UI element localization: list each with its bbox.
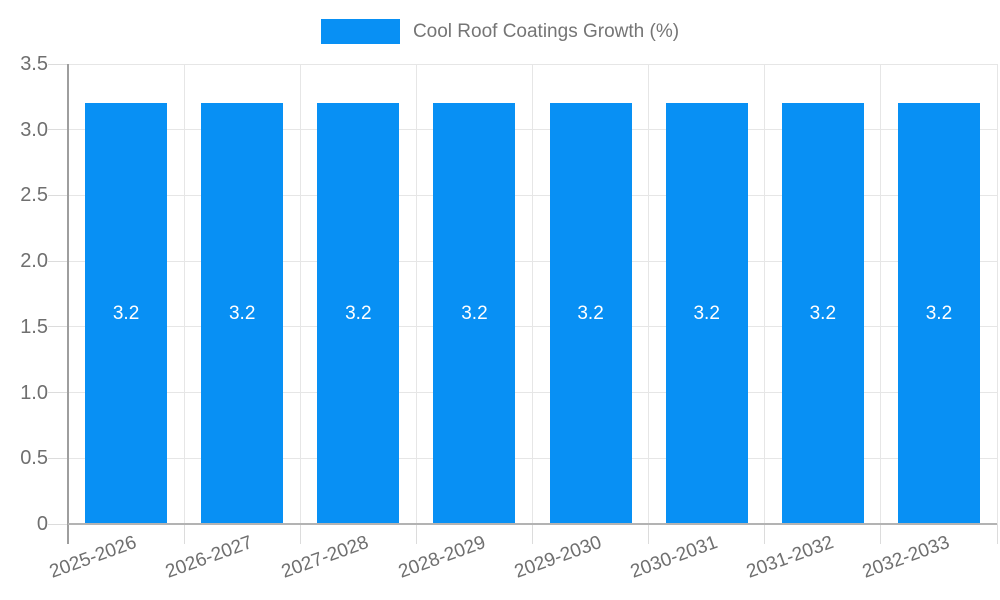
x-tick-label: 2026-2027 [163,531,256,583]
x-gridline [532,64,533,524]
x-tick-mark [532,524,533,544]
chart-legend[interactable]: Cool Roof Coatings Growth (%) [0,19,1000,44]
y-tick-mark [48,392,68,394]
y-tick-mark [48,260,68,262]
y-tick-label: 0 [36,513,48,535]
bar[interactable] [85,103,168,524]
bar[interactable] [897,103,980,524]
y-tick-mark [48,523,68,525]
x-tick-label: 2028-2029 [395,531,488,583]
y-tick-label: 3.5 [20,53,48,75]
x-gridline [299,64,301,524]
legend-label: Cool Roof Coatings Growth (%) [412,21,680,42]
legend-color-swatch [320,19,400,44]
x-tick-label: 2029-2030 [511,531,605,583]
x-tick-label: 2032-2033 [859,531,953,583]
y-tick-mark [48,63,68,65]
bar-value-label: 3.2 [577,302,604,324]
bar-value-label: 3.2 [809,302,837,324]
x-tick-mark [880,524,882,544]
x-gridline [415,64,417,524]
bar[interactable] [665,103,748,524]
y-tick-label: 2.0 [20,250,48,273]
x-tick-mark [996,524,998,544]
bar-value-label: 3.2 [345,302,372,324]
x-tick-label: 2031-2032 [743,531,837,583]
x-tick-mark [648,524,650,544]
y-axis-line [66,64,69,544]
x-gridline [648,64,650,524]
y-tick-label: 3.0 [20,118,48,141]
x-tick-mark [299,524,301,544]
x-gridline [996,64,998,524]
y-tick-mark [48,129,68,131]
y-tick-mark [48,194,68,196]
bar-value-label: 3.2 [461,302,488,324]
x-gridline [764,64,766,524]
bar-value-label: 3.2 [925,302,953,324]
bar-value-label: 3.2 [228,302,256,324]
x-tick-mark [764,524,766,544]
x-tick-mark [415,524,417,544]
y-tick-mark [48,326,68,328]
bar[interactable] [781,103,864,524]
bar[interactable] [433,103,516,524]
bar[interactable] [549,103,632,524]
x-tick-label: 2030-2031 [627,531,721,583]
y-tick-label: 1.0 [20,381,48,404]
x-gridline [880,64,882,524]
bar-value-label: 3.2 [112,302,140,324]
y-tick-label: 2.5 [20,184,48,207]
x-tick-label: 2027-2028 [279,531,372,583]
y-tick-mark [48,457,68,459]
x-tick-label: 2025-2026 [47,531,140,583]
bar[interactable] [201,103,284,524]
x-gridline [183,64,185,524]
x-tick-mark [183,524,185,544]
x-axis-line [68,523,997,525]
y-tick-label: 1.5 [20,315,48,338]
y-tick-label: 0.5 [20,447,48,470]
bar[interactable] [317,103,400,524]
bar-value-label: 3.2 [693,302,720,324]
